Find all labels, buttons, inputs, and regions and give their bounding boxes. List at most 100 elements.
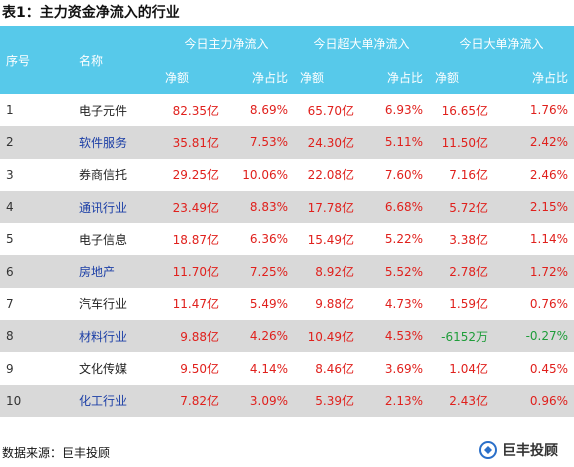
row-net-ratio: 8.83% xyxy=(249,200,289,215)
header-sub-ratio: 净占比 xyxy=(532,70,569,85)
row-industry-name: 通讯行业 xyxy=(79,200,128,215)
row-net-ratio: 5.11% xyxy=(384,135,424,150)
row-seq: 1 xyxy=(6,103,14,118)
row-net-amount: 24.30亿 xyxy=(307,135,355,150)
row-net-amount: 82.35亿 xyxy=(172,103,219,118)
header-row-groups: 序号 名称 今日主力净流入 今日超大单净流入 今日大单净流入 xyxy=(0,26,574,68)
row-net-ratio: 6.68% xyxy=(384,200,424,215)
row-net-ratio: 2.13% xyxy=(384,393,424,408)
row-seq: 6 xyxy=(6,264,14,279)
row-net-amount: 17.78亿 xyxy=(307,200,355,215)
row-net-amount: 65.70亿 xyxy=(307,103,355,118)
row-net-ratio: 1.72% xyxy=(529,264,569,279)
table-row: 3 券商信托 29.25亿 10.06% 22.08亿 7.60% 7.16亿 2.46% xyxy=(0,158,574,191)
row-net-amount: 9.50亿 xyxy=(180,362,219,377)
row-net-ratio: 10.06% xyxy=(242,167,289,182)
header-seq: 序号 xyxy=(6,53,31,68)
table-row: 8 材料行业 9.88亿 4.26% 10.49亿 4.53% -6152万 -0.27% xyxy=(0,320,574,353)
row-industry-name: 汽车行业 xyxy=(79,297,128,312)
row-net-amount: 9.88亿 xyxy=(315,297,355,312)
row-net-ratio: 7.53% xyxy=(249,135,289,150)
row-net-ratio: 5.52% xyxy=(384,264,424,279)
table-row: 5 电子信息 18.87亿 6.36% 15.49亿 5.22% 3.38亿 1.14% xyxy=(0,223,574,256)
row-net-ratio: 6.93% xyxy=(384,103,424,118)
row-net-ratio: 4.26% xyxy=(249,329,289,344)
row-industry-name: 文化传媒 xyxy=(79,362,128,377)
row-net-amount: 2.78亿 xyxy=(449,265,489,280)
row-net-amount: 7.16亿 xyxy=(449,168,489,183)
table-row: 4 通讯行业 23.49亿 8.83% 17.78亿 6.68% 5.72亿 2.15% xyxy=(0,190,574,224)
header-name: 名称 xyxy=(79,53,104,68)
row-industry-name: 电子信息 xyxy=(79,232,128,247)
table-title: 表1：主力资金净流入的行业 xyxy=(2,5,180,21)
row-net-amount: 1.04亿 xyxy=(449,362,489,377)
row-net-ratio: 0.45% xyxy=(529,361,569,376)
row-net-amount: 15.49亿 xyxy=(307,232,355,247)
row-net-ratio: 1.76% xyxy=(529,103,569,118)
row-net-amount: 23.49亿 xyxy=(172,200,219,215)
row-seq: 7 xyxy=(6,296,14,311)
table-row: 7 汽车行业 11.47亿 5.49% 9.88亿 4.73% 1.59亿 0.76% xyxy=(0,287,574,321)
row-net-amount: 29.25亿 xyxy=(172,168,219,183)
row-net-amount: 8.46亿 xyxy=(315,362,355,377)
logo-text: 巨丰投顾 xyxy=(502,443,558,459)
row-net-ratio: 2.42% xyxy=(529,135,569,150)
table-row: 1 电子元件 82.35亿 8.69% 65.70亿 6.93% 16.65亿 1.76% xyxy=(0,94,574,127)
row-net-ratio: -0.27% xyxy=(525,329,569,344)
row-net-amount: 5.72亿 xyxy=(449,200,489,215)
row-net-amount: 18.87亿 xyxy=(172,232,219,247)
row-net-amount: 1.59亿 xyxy=(449,297,489,312)
row-net-ratio: 0.96% xyxy=(529,393,569,408)
row-net-ratio: 7.60% xyxy=(384,167,424,182)
row-net-ratio: 1.14% xyxy=(529,232,569,247)
row-net-ratio: 3.09% xyxy=(249,393,289,408)
row-net-amount: 9.88亿 xyxy=(180,329,219,344)
row-industry-name: 化工行业 xyxy=(79,394,128,409)
row-net-ratio: 3.69% xyxy=(384,361,424,376)
row-net-ratio: 4.73% xyxy=(384,296,424,311)
row-net-ratio: 2.15% xyxy=(529,200,569,215)
header-group-large: 今日大单净流入 xyxy=(459,36,544,51)
row-industry-name: 软件服务 xyxy=(79,135,128,150)
row-net-ratio: 5.49% xyxy=(249,296,289,311)
row-net-amount: 16.65亿 xyxy=(441,103,489,118)
header-sub-ratio: 净占比 xyxy=(252,70,289,85)
row-net-ratio: 4.53% xyxy=(384,329,424,344)
row-seq: 2 xyxy=(6,135,14,150)
row-net-ratio: 2.46% xyxy=(529,167,569,182)
data-source: 数据来源：巨丰投顾 xyxy=(2,446,111,460)
row-industry-name: 券商信托 xyxy=(79,168,128,183)
row-net-amount: -6152万 xyxy=(441,329,489,344)
logo: 巨丰投顾 xyxy=(479,440,558,460)
row-net-amount: 5.39亿 xyxy=(315,394,355,409)
header-sub-ratio: 净占比 xyxy=(387,70,424,85)
row-seq: 3 xyxy=(6,167,14,182)
jufeng-logo-icon xyxy=(479,441,497,459)
row-net-amount: 3.38亿 xyxy=(449,232,489,247)
row-industry-name: 电子元件 xyxy=(79,103,128,118)
table-row: 2 软件服务 35.81亿 7.53% 24.30亿 5.11% 11.50亿 2.42% xyxy=(0,126,574,159)
row-net-amount: 7.82亿 xyxy=(180,394,219,409)
row-net-ratio: 4.14% xyxy=(249,361,289,376)
row-net-ratio: 7.25% xyxy=(249,264,289,279)
header-group-super: 今日超大单净流入 xyxy=(313,36,410,51)
row-industry-name: 房地产 xyxy=(79,265,116,280)
row-net-amount: 8.92亿 xyxy=(315,265,355,280)
row-net-amount: 11.47亿 xyxy=(172,297,219,312)
row-net-amount: 22.08亿 xyxy=(307,168,355,183)
header-sub-net: 净额 xyxy=(165,70,190,85)
row-net-amount: 11.70亿 xyxy=(172,265,219,280)
header-group-main: 今日主力净流入 xyxy=(184,36,269,51)
industry-inflow-table: 序号 名称 今日主力净流入 今日超大单净流入 今日大单净流入 净额 净占比 净额… xyxy=(0,26,574,417)
table-row: 9 文化传媒 9.50亿 4.14% 8.46亿 3.69% 1.04亿 0.45% xyxy=(0,352,574,385)
row-seq: 9 xyxy=(6,361,14,376)
row-net-amount: 35.81亿 xyxy=(172,135,219,150)
table-row: 6 房地产 11.70亿 7.25% 8.92亿 5.52% 2.78亿 1.72% xyxy=(0,255,574,288)
row-seq: 4 xyxy=(6,200,14,215)
row-industry-name: 材料行业 xyxy=(79,329,128,344)
row-net-ratio: 8.69% xyxy=(249,103,289,118)
row-net-amount: 11.50亿 xyxy=(441,135,489,150)
row-seq: 8 xyxy=(6,329,14,344)
header-sub-net: 净额 xyxy=(300,70,325,85)
row-net-ratio: 6.36% xyxy=(249,232,289,247)
